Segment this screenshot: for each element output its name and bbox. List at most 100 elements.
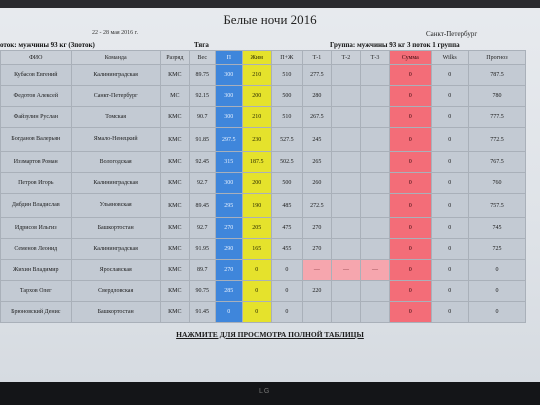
team-name-cell: Башкортостан bbox=[70, 301, 161, 323]
full-table-link[interactable]: НАЖМИТЕ ДЛЯ ПРОСМОТРА ПОЛНОЙ ТАБЛИЦЫ bbox=[176, 330, 364, 339]
deadlift-2-cell bbox=[330, 151, 361, 173]
deadlift-3-cell bbox=[359, 106, 391, 128]
table-row[interactable]: Семенов Леонид Калининградская КМС 91.95 290… bbox=[0, 238, 527, 260]
squat-plus-bench-cell: 510 bbox=[270, 64, 303, 86]
athlete-name-cell: Богданов Валерьян bbox=[0, 127, 72, 152]
rank-cell: КМС bbox=[159, 172, 190, 194]
table-row[interactable]: Иззмартов Роман Вологодская КМС 92.45 315 187… bbox=[0, 151, 527, 173]
squat-plus-bench-cell: 485 bbox=[270, 193, 303, 218]
bench-cell: 190 bbox=[241, 193, 272, 218]
squat-plus-bench-cell: 0 bbox=[270, 259, 303, 281]
deadlift-2-cell bbox=[330, 217, 361, 239]
squat-cell: 0 bbox=[214, 301, 243, 323]
total-cell: 0 bbox=[389, 64, 432, 86]
athlete-name-cell: Тархов Олег bbox=[0, 280, 72, 302]
discipline-label: Тяга bbox=[194, 41, 209, 49]
rank-cell: КМС bbox=[159, 238, 190, 260]
table-row[interactable]: Кубасов Евгений Калининградская КМС 89.75 30… bbox=[0, 64, 527, 86]
column-header[interactable]: П bbox=[214, 50, 243, 65]
deadlift-1-cell: 277.5 bbox=[301, 64, 332, 86]
deadlift-3-cell bbox=[359, 172, 391, 194]
deadlift-3-cell bbox=[359, 238, 391, 260]
bodyweight-cell: 89.7 bbox=[188, 259, 216, 281]
rank-cell: КМС bbox=[159, 127, 190, 152]
table-row[interactable]: Петров Игорь Калининградская КМС 92.7 300 200… bbox=[0, 172, 527, 194]
forecast-cell: 0 bbox=[467, 280, 527, 302]
total-cell: 0 bbox=[389, 280, 432, 302]
table-row[interactable]: Жихин Владимир Ярославская КМС 89.7 270 0 0— — —… bbox=[0, 259, 527, 281]
deadlift-2-cell bbox=[330, 172, 361, 194]
column-header[interactable]: Команда bbox=[70, 50, 161, 65]
deadlift-2-cell bbox=[330, 301, 361, 323]
team-name-cell: Калининградская bbox=[70, 64, 161, 86]
deadlift-2-cell bbox=[330, 106, 361, 128]
squat-cell: 297.5 bbox=[214, 127, 243, 152]
bench-cell: 230 bbox=[241, 127, 272, 152]
monitor-bezel-top bbox=[0, 0, 540, 8]
squat-plus-bench-cell: 475 bbox=[270, 217, 303, 239]
page-title: Белые ночи 2016 bbox=[223, 12, 317, 27]
column-header[interactable]: Т-3 bbox=[359, 50, 391, 65]
column-header[interactable]: П+Ж bbox=[270, 50, 303, 65]
column-header[interactable]: Прогноз bbox=[467, 50, 527, 65]
bench-cell: 0 bbox=[241, 259, 272, 281]
deadlift-2-cell bbox=[330, 280, 361, 302]
deadlift-3-cell bbox=[359, 193, 391, 218]
forecast-cell: 725 bbox=[467, 238, 527, 260]
forecast-cell: 772.5 bbox=[467, 127, 527, 152]
column-header[interactable]: Вес bbox=[188, 50, 216, 65]
deadlift-1-cell: 272.5 bbox=[301, 193, 332, 218]
squat-cell: 315 bbox=[214, 151, 243, 173]
total-cell: 0 bbox=[389, 151, 432, 173]
total-cell: 0 bbox=[389, 193, 432, 218]
bodyweight-cell: 91.95 bbox=[188, 238, 216, 260]
wilks-cell: 0 bbox=[430, 64, 469, 86]
wilks-cell: 0 bbox=[430, 280, 469, 302]
squat-cell: 300 bbox=[214, 64, 243, 86]
deadlift-2-cell bbox=[330, 238, 361, 260]
total-cell: 0 bbox=[389, 85, 432, 107]
wilks-cell: 0 bbox=[430, 151, 469, 173]
table-row[interactable]: Файзулин Руслан Томская КМС 90.7 300 210 510 26… bbox=[0, 106, 527, 128]
team-name-cell: Ярославская bbox=[70, 259, 161, 281]
deadlift-3-cell bbox=[359, 217, 391, 239]
column-header[interactable]: ФИО bbox=[0, 50, 72, 65]
column-header[interactable]: Wilks bbox=[430, 50, 469, 65]
athlete-name-cell: Брюновский Денис bbox=[0, 301, 72, 323]
team-name-cell: Свердловская bbox=[70, 280, 161, 302]
deadlift-1-cell: 270 bbox=[301, 238, 332, 260]
bodyweight-cell: 90.75 bbox=[188, 280, 216, 302]
squat-cell: 300 bbox=[214, 172, 243, 194]
deadlift-2-cell bbox=[330, 127, 361, 152]
rank-cell: КМС bbox=[159, 280, 190, 302]
column-header[interactable]: Разряд bbox=[159, 50, 190, 65]
screen: Белые ночи 2016 22 - 28 мая 2016 г. Санк… bbox=[0, 8, 540, 384]
bench-cell: 210 bbox=[241, 106, 272, 128]
column-header[interactable]: Т-1 bbox=[301, 50, 332, 65]
squat-cell: 300 bbox=[214, 106, 243, 128]
forecast-cell: 780 bbox=[467, 85, 527, 107]
forecast-cell: 777.5 bbox=[467, 106, 527, 128]
rank-cell: КМС bbox=[159, 259, 190, 281]
column-header[interactable]: Т-2 bbox=[330, 50, 361, 65]
deadlift-1-cell: — bbox=[301, 259, 332, 281]
table-row[interactable]: Идрисов Ильгиз Башкортостан КМС 92.7 270 205 4… bbox=[0, 217, 527, 239]
total-cell: 0 bbox=[389, 301, 432, 323]
bodyweight-cell: 92.45 bbox=[188, 151, 216, 173]
table-row[interactable]: Дябдин Владислав Ульяновская КМС 89.45 295 19… bbox=[0, 193, 527, 218]
table-row[interactable]: Богданов Валерьян Ямало-Ненецкий КМС 91.85 2… bbox=[0, 127, 527, 152]
table-row[interactable]: Федотов Алексей Санкт-Петербург МС 92.15 300… bbox=[0, 85, 527, 107]
deadlift-3-cell bbox=[359, 301, 391, 323]
rank-cell: КМС bbox=[159, 106, 190, 128]
column-header[interactable]: Сумма bbox=[389, 50, 432, 65]
bodyweight-cell: 92.15 bbox=[188, 85, 216, 107]
bench-cell: 0 bbox=[241, 280, 272, 302]
table-row[interactable]: Тархов Олег Свердловская КМС 90.75 285 0 0 220 0… bbox=[0, 280, 527, 302]
deadlift-1-cell bbox=[301, 301, 332, 323]
bench-cell: 187.5 bbox=[241, 151, 272, 173]
total-cell: 0 bbox=[389, 259, 432, 281]
table-row[interactable]: Брюновский Денис Башкортостан КМС 91.45 0 0 0 0… bbox=[0, 301, 527, 323]
brand-logo: LG bbox=[259, 388, 271, 395]
deadlift-1-cell: 260 bbox=[301, 172, 332, 194]
column-header[interactable]: Жим bbox=[241, 50, 272, 65]
